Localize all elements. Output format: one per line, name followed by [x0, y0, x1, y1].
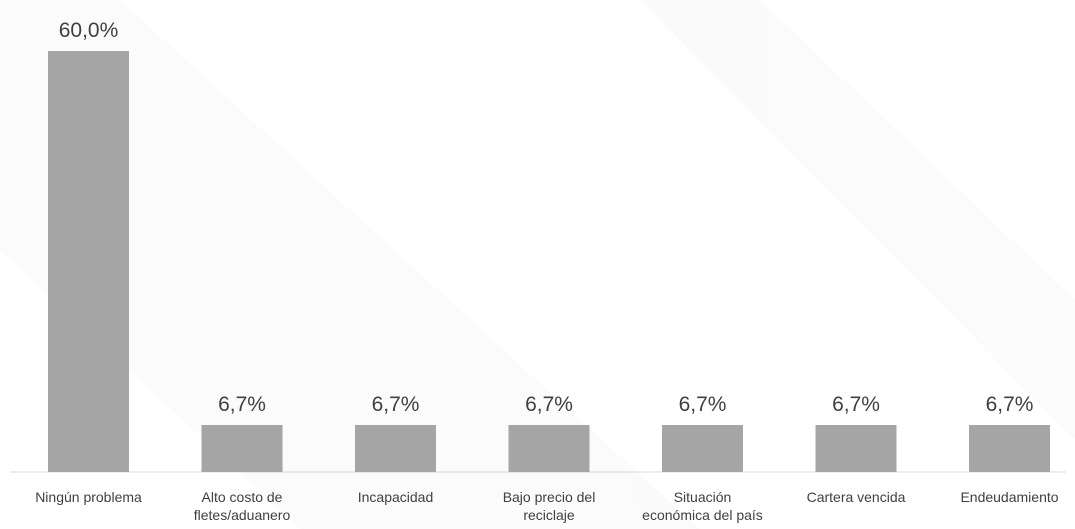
category-label-1-line-0: Alto costo de	[202, 489, 283, 505]
category-label-5: Cartera vencida	[807, 489, 906, 505]
bar-1	[201, 425, 283, 472]
category-label-3-line-0: Bajo precio del	[503, 489, 596, 505]
bar-2	[355, 425, 436, 472]
bar-5	[815, 425, 897, 472]
category-label-2: Incapacidad	[358, 489, 434, 505]
bar-6	[969, 425, 1050, 472]
category-label-3-line-1: reciclaje	[523, 507, 575, 523]
value-label-4: 6,7%	[679, 393, 727, 416]
category-label-1-line-1: fletes/aduanero	[194, 507, 291, 523]
category-label-0: Ningún problema	[35, 489, 142, 505]
bars-group	[48, 51, 1050, 472]
value-labels-group: 60,0% 6,7% 6,7% 6,7% 6,7% 6,7% 6,7%	[59, 19, 1034, 416]
bar-3	[508, 425, 590, 472]
bar-4	[662, 425, 743, 472]
value-label-3: 6,7%	[525, 393, 573, 416]
value-label-2: 6,7%	[372, 393, 420, 416]
value-label-6: 6,7%	[986, 393, 1034, 416]
value-label-0: 60,0%	[59, 19, 119, 42]
value-label-5: 6,7%	[832, 393, 880, 416]
value-label-1: 6,7%	[218, 393, 266, 416]
category-labels-group: Ningún problema Alto costo de fletes/aduan…	[35, 489, 1059, 523]
category-label-6: Endeudamiento	[960, 489, 1058, 505]
bar-0	[48, 51, 129, 472]
category-label-4-line-0: Situación	[674, 489, 732, 505]
category-label-4-line-1: económica del país	[642, 507, 763, 523]
